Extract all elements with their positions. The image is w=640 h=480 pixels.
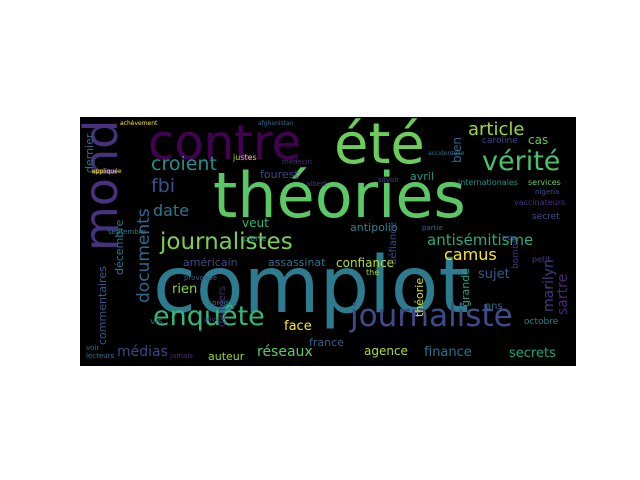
word: trop (502, 234, 517, 242)
word: provoqué (184, 274, 218, 282)
word: voir (86, 344, 100, 352)
word: vaccinateurs (514, 198, 566, 207)
word: documents (134, 208, 154, 303)
word: sartre (555, 273, 571, 315)
word: grande (459, 268, 472, 307)
word: afghanistan (258, 120, 294, 127)
word: petit (532, 255, 551, 264)
word: septembre (108, 228, 146, 236)
word: savoir (378, 176, 400, 184)
word: fourest (260, 168, 299, 181)
word: nigeria (535, 188, 560, 196)
word: the (366, 268, 380, 277)
word: lecteurs (86, 352, 115, 360)
word: défiance (388, 222, 399, 265)
word: octobre (524, 317, 559, 327)
word: avril (410, 170, 434, 183)
word: face (284, 319, 312, 334)
word: vérité (482, 146, 561, 177)
word: produit (212, 299, 238, 307)
word-cloud: complot théories été contre monde journa… (80, 117, 576, 366)
word: fbi (151, 175, 176, 197)
word: pays (204, 316, 219, 323)
word: américain (183, 256, 238, 269)
word: marilyn (541, 259, 557, 312)
word: caroline (482, 136, 518, 146)
word: vis (150, 317, 163, 327)
word: journaliste (350, 298, 513, 334)
word: journalistes (160, 229, 293, 255)
word: croient (151, 153, 217, 175)
word: article (468, 119, 525, 140)
word: secret (532, 212, 560, 222)
word: albert (306, 180, 327, 188)
word: partie (422, 224, 443, 232)
word: antisémitisme (427, 231, 534, 249)
word: auteur (208, 350, 245, 363)
word: veut (242, 216, 269, 230)
word: finance (424, 345, 472, 360)
word: pierre (243, 234, 267, 243)
word: confiance (336, 256, 395, 270)
word: accidentelle (428, 150, 465, 157)
word: enquête (153, 301, 265, 332)
word: agence (364, 344, 408, 358)
word: cas (528, 133, 549, 147)
word: justes (233, 153, 257, 162)
word: appliquée (92, 168, 122, 175)
word: services (528, 178, 561, 187)
word: camus (444, 245, 497, 264)
word: jamais (170, 352, 193, 360)
word: date (153, 201, 190, 220)
word: commentaires (96, 266, 109, 345)
word: réseaux (257, 344, 313, 360)
word: internationales (458, 178, 519, 187)
word: théorie (413, 277, 426, 317)
word: sujet (478, 267, 510, 282)
word: médecin (282, 158, 313, 166)
word: été (334, 117, 425, 177)
word: assassinat (268, 256, 326, 269)
word: contre (148, 117, 302, 171)
word: ans (485, 301, 503, 312)
word: rien (172, 282, 198, 297)
word: antipolio (350, 221, 398, 234)
word: achèvement (120, 120, 158, 127)
word: france (309, 336, 344, 349)
word: médias (117, 344, 168, 360)
word: bombe (511, 237, 521, 269)
word: secrets (509, 346, 556, 361)
word: théories (213, 159, 466, 232)
word: complot (153, 241, 470, 331)
